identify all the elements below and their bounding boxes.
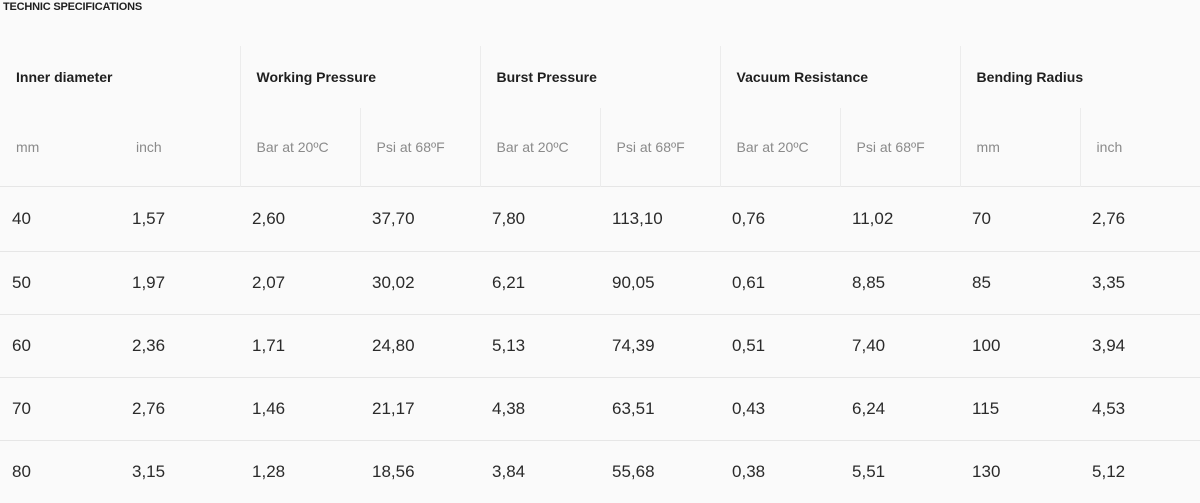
table-cell: 1,57 (120, 187, 240, 252)
table-cell: 90,05 (600, 252, 720, 315)
table-cell: 100 (960, 315, 1080, 378)
table-cell: 55,68 (600, 441, 720, 503)
table-cell: 4,38 (480, 378, 600, 441)
unit-header: inch (1080, 108, 1200, 187)
spec-table: Inner diameter Working Pressure Burst Pr… (0, 46, 1200, 503)
table-cell: 40 (0, 187, 120, 252)
unit-header: Psi at 68ºF (360, 108, 480, 187)
table-cell: 115 (960, 378, 1080, 441)
table-cell: 5,12 (1080, 441, 1200, 503)
table-cell: 18,56 (360, 441, 480, 503)
table-cell: 3,94 (1080, 315, 1200, 378)
group-header-inner-diameter: Inner diameter (0, 46, 240, 108)
table-cell: 24,80 (360, 315, 480, 378)
table-cell: 0,38 (720, 441, 840, 503)
unit-header: mm (960, 108, 1080, 187)
unit-header: mm (0, 108, 120, 187)
table-cell: 1,46 (240, 378, 360, 441)
table-cell: 50 (0, 252, 120, 315)
table-cell: 60 (0, 315, 120, 378)
table-cell: 80 (0, 441, 120, 503)
table-cell: 2,36 (120, 315, 240, 378)
table-cell: 74,39 (600, 315, 720, 378)
table-cell: 0,61 (720, 252, 840, 315)
unit-header: Bar at 20ºC (240, 108, 360, 187)
table-cell: 0,76 (720, 187, 840, 252)
unit-header: Bar at 20ºC (720, 108, 840, 187)
unit-header: Bar at 20ºC (480, 108, 600, 187)
table-row: 60 2,36 1,71 24,80 5,13 74,39 0,51 7,40 … (0, 315, 1200, 378)
table-cell: 7,40 (840, 315, 960, 378)
table-cell: 6,21 (480, 252, 600, 315)
unit-header: inch (120, 108, 240, 187)
table-cell: 3,35 (1080, 252, 1200, 315)
table-cell: 3,84 (480, 441, 600, 503)
table-cell: 2,76 (120, 378, 240, 441)
table-cell: 6,24 (840, 378, 960, 441)
group-header-row: Inner diameter Working Pressure Burst Pr… (0, 46, 1200, 108)
table-cell: 130 (960, 441, 1080, 503)
table-cell: 2,76 (1080, 187, 1200, 252)
table-row: 70 2,76 1,46 21,17 4,38 63,51 0,43 6,24 … (0, 378, 1200, 441)
group-header-vacuum-resistance: Vacuum Resistance (720, 46, 960, 108)
table-cell: 21,17 (360, 378, 480, 441)
table-cell: 2,60 (240, 187, 360, 252)
table-row: 40 1,57 2,60 37,70 7,80 113,10 0,76 11,0… (0, 187, 1200, 252)
table-row: 80 3,15 1,28 18,56 3,84 55,68 0,38 5,51 … (0, 441, 1200, 503)
table-cell: 1,71 (240, 315, 360, 378)
table-cell: 70 (0, 378, 120, 441)
table-cell: 37,70 (360, 187, 480, 252)
table-cell: 0,43 (720, 378, 840, 441)
unit-header: Psi at 68ºF (840, 108, 960, 187)
table-cell: 3,15 (120, 441, 240, 503)
table-cell: 1,97 (120, 252, 240, 315)
table-cell: 0,51 (720, 315, 840, 378)
unit-header-row: mm inch Bar at 20ºC Psi at 68ºF Bar at 2… (0, 108, 1200, 187)
table-cell: 1,28 (240, 441, 360, 503)
table-cell: 63,51 (600, 378, 720, 441)
group-header-bending-radius: Bending Radius (960, 46, 1200, 108)
table-cell: 2,07 (240, 252, 360, 315)
table-cell: 30,02 (360, 252, 480, 315)
unit-header: Psi at 68ºF (600, 108, 720, 187)
table-cell: 8,85 (840, 252, 960, 315)
table-cell: 85 (960, 252, 1080, 315)
group-header-burst-pressure: Burst Pressure (480, 46, 720, 108)
group-header-working-pressure: Working Pressure (240, 46, 480, 108)
table-cell: 4,53 (1080, 378, 1200, 441)
table-cell: 70 (960, 187, 1080, 252)
table-cell: 11,02 (840, 187, 960, 252)
page-title: TECHNIC SPECIFICATIONS (3, 1, 142, 13)
table-cell: 7,80 (480, 187, 600, 252)
table-cell: 5,13 (480, 315, 600, 378)
table-cell: 113,10 (600, 187, 720, 252)
table-cell: 5,51 (840, 441, 960, 503)
table-row: 50 1,97 2,07 30,02 6,21 90,05 0,61 8,85 … (0, 252, 1200, 315)
